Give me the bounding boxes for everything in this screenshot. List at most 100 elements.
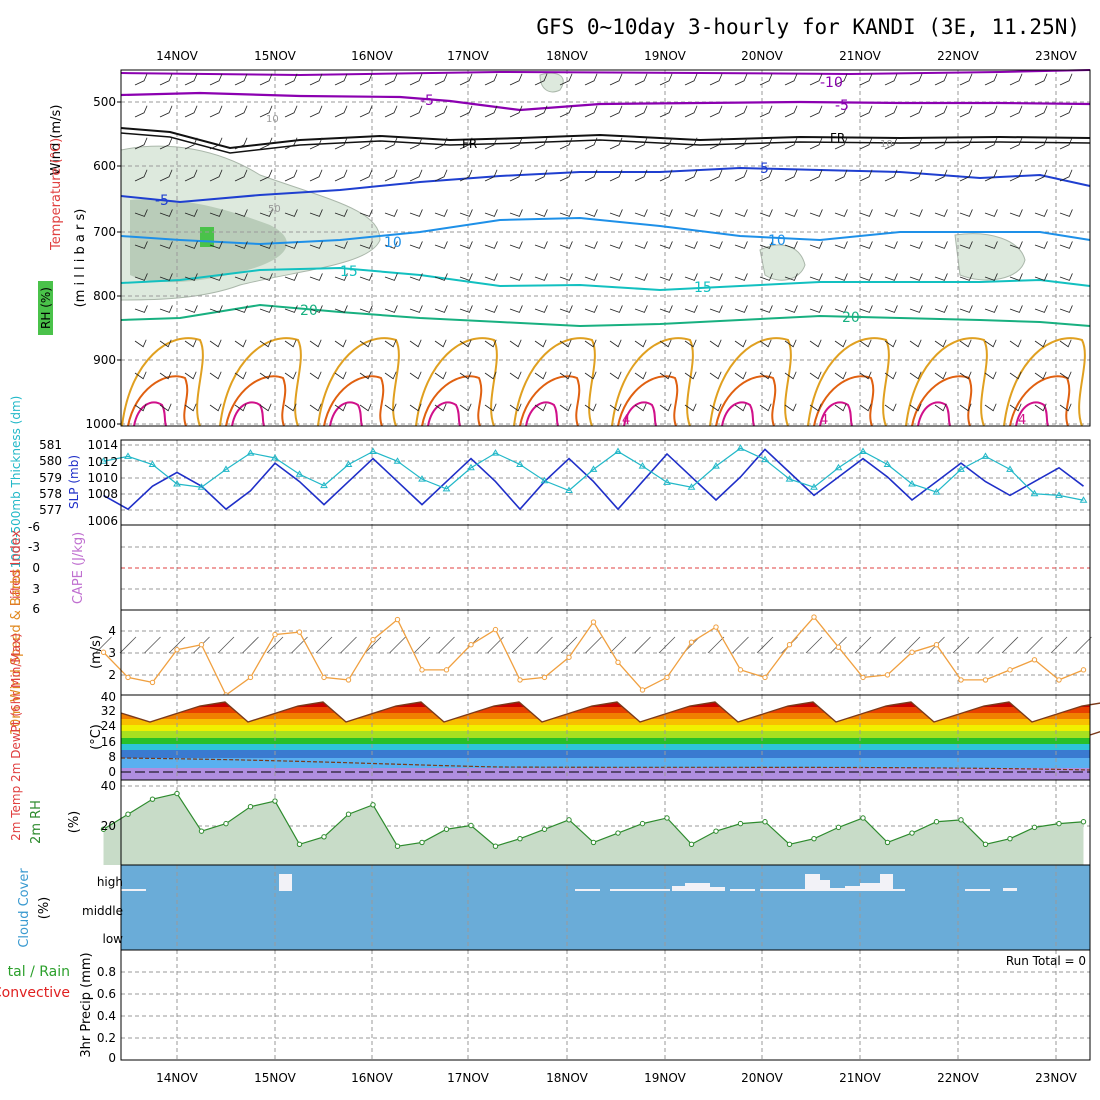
wind-barb (659, 371, 672, 380)
contour-30 (519, 375, 581, 427)
contour-label-5a: -5 (155, 193, 169, 209)
wind-barb (859, 169, 873, 182)
wind-barb (984, 403, 997, 412)
wind-barb (184, 339, 197, 348)
wind-barb (634, 371, 647, 380)
wind-barb (609, 339, 622, 348)
wind-barb (759, 73, 773, 86)
thickness-marker (320, 481, 328, 489)
wind10-point (394, 616, 401, 623)
wind-barb (209, 371, 222, 380)
high-cloud-block (672, 886, 685, 891)
wind-barb (384, 305, 398, 313)
wind-barb (609, 371, 622, 380)
wind-barb (959, 371, 972, 380)
contour-30 (715, 375, 777, 427)
wind-barb (534, 137, 548, 150)
wind-barb (634, 169, 648, 182)
contour-label-minus5-b: -5 (835, 98, 849, 114)
wind-barb (859, 273, 873, 281)
wind-barb (459, 105, 473, 118)
thickness-marker (932, 488, 941, 495)
wind10-point (737, 667, 744, 673)
wind-barb (209, 403, 222, 412)
wind-barb (434, 137, 448, 150)
wind-barb (759, 273, 773, 281)
wind-barb (309, 403, 322, 412)
wind-barb (809, 403, 822, 412)
wind-barb (259, 339, 272, 348)
wind-barb (634, 339, 647, 348)
contour-25 (905, 337, 988, 427)
wind10-point (786, 641, 793, 648)
wind-barb (709, 209, 723, 217)
wind-barb (409, 169, 423, 182)
rh-shading-region-3 (954, 233, 1026, 281)
wind-barb (209, 339, 222, 348)
wind-barb (159, 105, 173, 118)
wind-barb (259, 209, 273, 217)
wind-barb (334, 209, 348, 217)
wind10-barb (217, 636, 235, 654)
upper-wind-barbs (134, 73, 1073, 412)
slp-line (103, 448, 1084, 511)
wind-barb (459, 73, 473, 86)
wind-barb (959, 105, 973, 118)
wind-barb (709, 105, 723, 118)
wind-barb (609, 403, 622, 412)
temp2m-line (120, 701, 1100, 736)
wind-barb (559, 73, 573, 86)
wind-barb (959, 339, 972, 348)
rh2m-label: 2m RH (29, 800, 44, 844)
wind10-barb (560, 636, 578, 654)
wind10-tick: 2 (108, 668, 116, 682)
contour-35 (525, 401, 559, 427)
wind-barb (259, 241, 273, 249)
contour-30 (421, 375, 483, 427)
wind-barb (734, 339, 747, 348)
y-tick-label: 1000 (85, 417, 116, 431)
thickness-marker (687, 483, 696, 490)
wind-barb (309, 137, 323, 150)
cloud-panel: high middle low Cloud Cover (%) (17, 864, 1091, 951)
thickness-marker (810, 483, 818, 490)
wind-barb (384, 209, 398, 217)
wind-barb (284, 403, 297, 412)
cape-panel: -6 -3 0 3 6 Lifted Index CAPE (J/kg) (9, 520, 1091, 616)
wind-barb (484, 169, 498, 182)
wind-barb (834, 73, 848, 86)
temp-band (121, 719, 1090, 725)
rh2m-point (590, 839, 597, 846)
wind-barb (134, 339, 147, 348)
wind-barb (184, 273, 198, 281)
top-date-label: 22NOV (937, 49, 979, 63)
wind-barb (234, 105, 248, 118)
wind-barb (484, 305, 498, 313)
thickness-marker (1079, 496, 1088, 503)
wind-barb (234, 305, 248, 313)
wind-barb (359, 371, 372, 380)
wind10-point (345, 677, 352, 683)
wind-barb (284, 137, 298, 150)
rh2m-point (149, 796, 156, 802)
wind10-point (174, 647, 180, 653)
wind10-barb (340, 636, 357, 654)
wind-barb (334, 273, 348, 281)
wind-barb (1009, 137, 1023, 150)
wind-barb (184, 305, 198, 313)
rh2m-point (468, 822, 474, 829)
contour-35 (721, 401, 755, 427)
wind-barb (559, 273, 573, 281)
wind-barb (559, 137, 573, 150)
wind-barb (634, 403, 647, 412)
rh2m-point (982, 841, 989, 848)
contour-35 (1015, 401, 1049, 427)
wind-barb (334, 73, 348, 86)
wind-barb (734, 137, 748, 150)
wind-barb (409, 339, 422, 348)
wind10-barb (805, 636, 823, 654)
wind-barb (659, 273, 673, 281)
wind-barb (1059, 105, 1073, 118)
wind10-point (125, 674, 131, 681)
